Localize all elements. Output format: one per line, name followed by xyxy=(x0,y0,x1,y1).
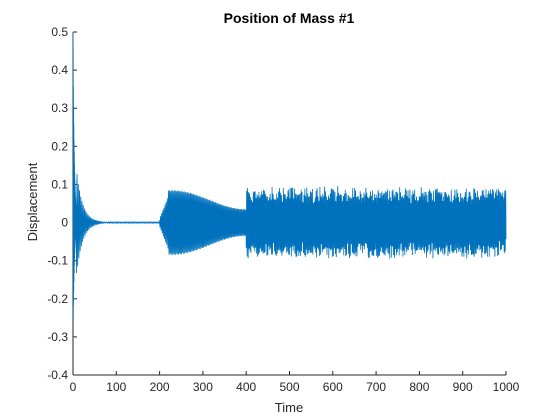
y-tick-label: 0.2 xyxy=(51,139,68,153)
y-tick-label: -0.3 xyxy=(47,330,68,344)
x-tick-label: 800 xyxy=(409,380,429,394)
plot-area: 0 100 200 300 400 500 600 700 800 900 1000 -0.4 -0.3… xyxy=(47,25,519,394)
x-tick-label: 1000 xyxy=(493,380,520,394)
x-tick-label: 400 xyxy=(236,380,256,394)
x-tick-label: 700 xyxy=(366,380,386,394)
y-tick-label: 0.1 xyxy=(51,177,68,191)
x-tick-label: 600 xyxy=(323,380,343,394)
series-line xyxy=(72,31,507,321)
y-tick-label: 0.5 xyxy=(51,25,68,39)
x-tick-label: 100 xyxy=(106,380,126,394)
y-tick-label: 0.3 xyxy=(51,101,68,115)
y-tick-label: -0.4 xyxy=(47,368,68,382)
y-tick-label: -0.1 xyxy=(47,254,68,268)
x-tick-label: 200 xyxy=(150,380,170,394)
x-tick-label: 500 xyxy=(279,380,299,394)
x-tick-label: 300 xyxy=(193,380,213,394)
y-tick-label: 0.4 xyxy=(51,63,68,77)
y-axis-label: Displacement xyxy=(25,162,40,241)
x-tick-label: 0 xyxy=(70,380,77,394)
y-tick-label: -0.2 xyxy=(47,292,68,306)
chart-title: Position of Mass #1 xyxy=(224,10,355,26)
y-tick-label: 0 xyxy=(61,216,68,230)
x-tick-label: 900 xyxy=(453,380,473,394)
x-axis-label: Time xyxy=(275,400,303,415)
